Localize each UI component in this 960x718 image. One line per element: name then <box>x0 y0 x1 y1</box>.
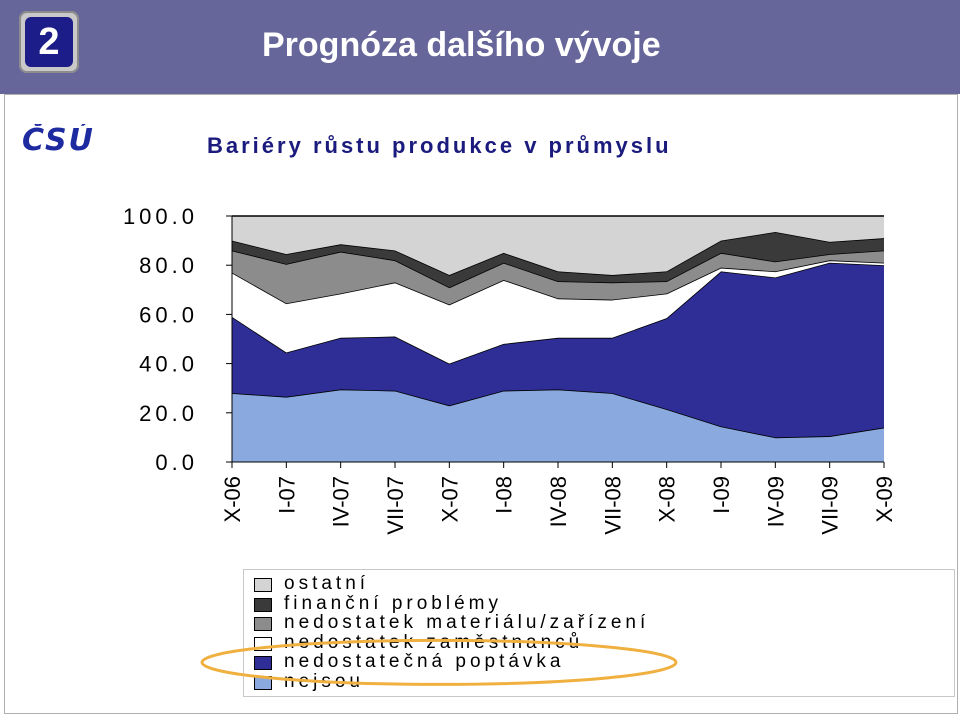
x-tick-label: X-09 <box>872 476 897 522</box>
area-nedostatek-materialu-zarizeni <box>232 250 884 305</box>
legend-swatch <box>254 636 272 651</box>
legend <box>243 569 955 697</box>
legend-label: nedostatek materiálu/zařízení <box>284 612 650 634</box>
y-tick-label: 100.0 <box>123 204 198 229</box>
area-ostatni <box>232 216 884 276</box>
area-financni-problemy <box>232 231 884 288</box>
legend-swatch <box>254 617 272 632</box>
x-tick-label: VII-08 <box>600 476 625 535</box>
y-tick-label: 20.0 <box>139 401 198 426</box>
y-tick-label: 60.0 <box>139 302 198 327</box>
area-nejsou <box>232 389 884 462</box>
y-tick-label: 80.0 <box>139 253 198 278</box>
x-tick-label: I-07 <box>274 476 299 514</box>
legend-label: finanční problémy <box>284 592 502 614</box>
area-nedostatek-zamestnancu <box>232 260 884 364</box>
slide-number: 2 <box>25 17 73 67</box>
x-tick-label: I-08 <box>492 476 517 514</box>
legend-swatch <box>254 578 272 592</box>
x-tick-label: IV-08 <box>546 476 571 527</box>
chart-title: Bariéry růstu produkce v průmyslu <box>207 133 672 158</box>
x-tick-label: IV-07 <box>329 476 354 527</box>
x-tick-label: X-07 <box>437 476 462 522</box>
csu-logo: ČSÚ <box>22 124 95 154</box>
y-tick-label: 40.0 <box>139 352 198 377</box>
slide-number-badge: 2 <box>19 11 79 73</box>
x-tick-label: X-06 <box>220 476 245 522</box>
logo-text: ČSÚ <box>22 124 95 154</box>
legend-swatch <box>254 656 272 671</box>
legend-swatch <box>254 676 272 690</box>
y-tick-label: 0.0 <box>155 450 198 475</box>
area-nedostatecna-poptavka <box>232 262 884 438</box>
x-tick-label: VII-09 <box>818 476 843 535</box>
x-tick-label: VII-07 <box>383 476 408 535</box>
slide-header: 2 Prognóza dalšího vývoje <box>0 0 960 94</box>
legend-label: nejsou <box>284 671 364 692</box>
x-tick-label: X-08 <box>655 476 680 522</box>
legend-swatch <box>254 597 272 612</box>
slide-title: Prognóza dalšího vývoje <box>262 26 661 64</box>
content-frame <box>4 94 958 714</box>
x-tick-label: IV-09 <box>763 476 788 527</box>
legend-label: ostatní <box>284 573 370 594</box>
x-tick-label: I-09 <box>709 476 734 514</box>
